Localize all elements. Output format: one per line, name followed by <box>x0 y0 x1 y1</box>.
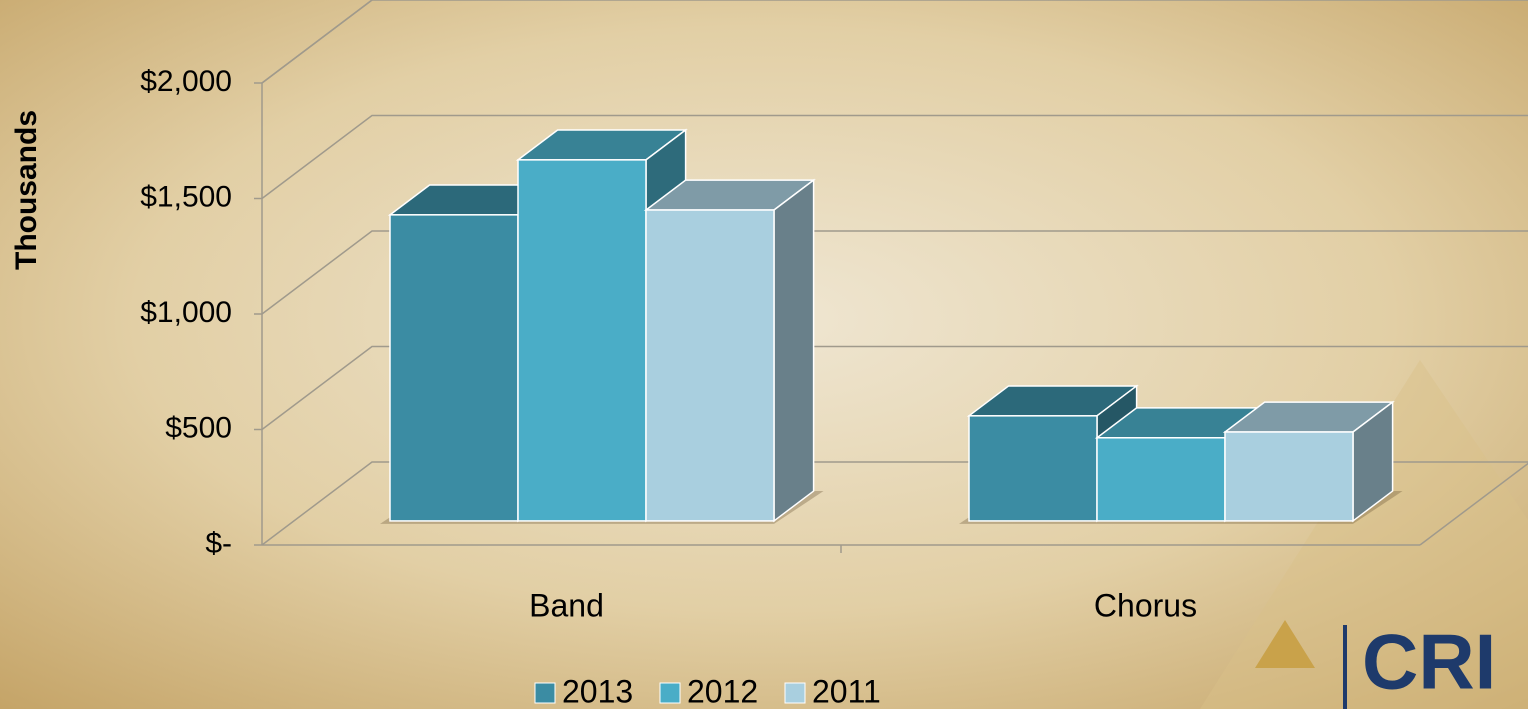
bar <box>389 214 519 522</box>
y-tick-label: $- <box>205 527 232 560</box>
logo-text: CRI <box>1362 618 1496 706</box>
legend-label: 2011 <box>812 673 881 709</box>
grid-line <box>261 114 1528 200</box>
legend-label: 2012 <box>687 673 758 709</box>
logo-shape <box>1200 360 1528 709</box>
y-tick-label: $500 <box>165 411 232 444</box>
legend-swatch <box>659 682 681 704</box>
legend-label: 2013 <box>562 673 633 709</box>
grid-line <box>261 230 1528 315</box>
bar <box>1096 437 1226 522</box>
bar <box>1224 431 1354 522</box>
y-axis-title: Thousands <box>10 110 43 270</box>
legend-swatch <box>784 682 806 704</box>
y-tick-label: $1,000 <box>140 296 232 329</box>
logo-icon <box>1255 620 1315 668</box>
legend-swatch <box>534 682 556 704</box>
x-tick-label: Chorus <box>1094 587 1197 623</box>
x-tick-label: Band <box>529 587 604 623</box>
bar <box>645 209 775 522</box>
y-tick-label: $2,000 <box>140 65 232 98</box>
floor-right <box>1419 462 1528 546</box>
grid-line <box>261 0 1528 84</box>
grid-line <box>261 345 1528 431</box>
bar-side <box>773 178 815 523</box>
bar <box>517 159 647 522</box>
bar <box>968 415 1098 522</box>
y-tick-label: $1,500 <box>140 180 232 213</box>
